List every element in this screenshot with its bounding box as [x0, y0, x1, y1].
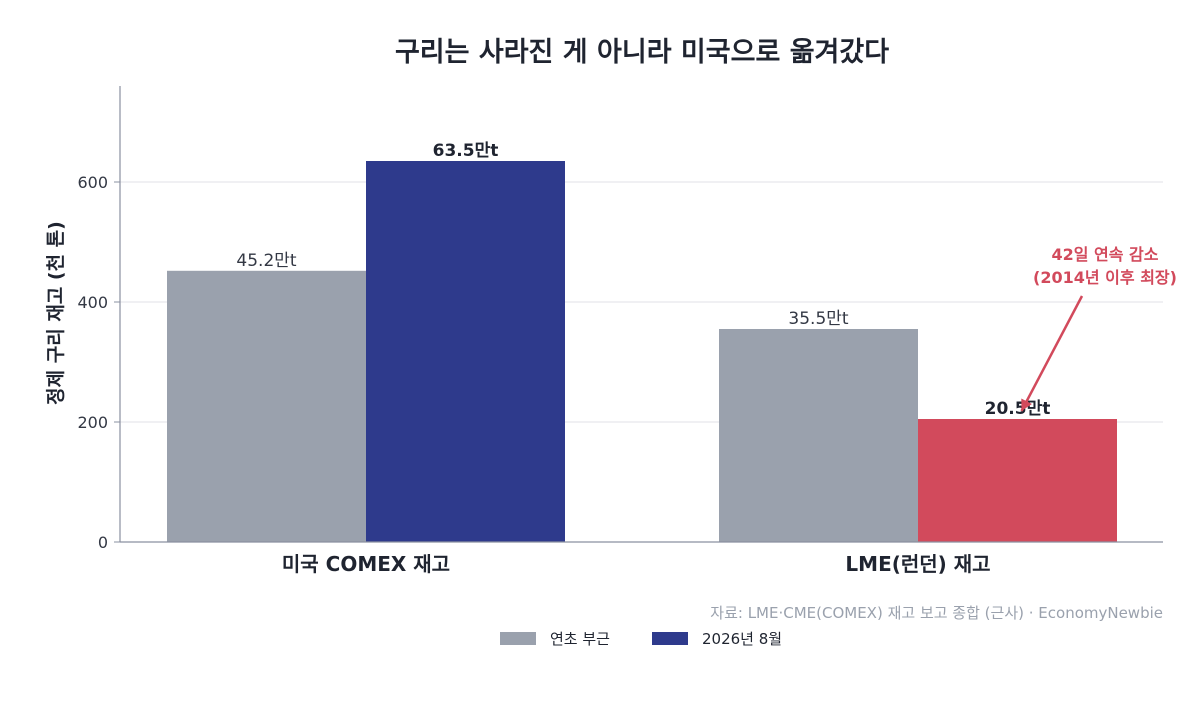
- legend-label-1: 2026년 8월: [702, 630, 782, 648]
- legend-label-0: 연초 부근: [550, 630, 610, 648]
- source-note: 자료: LME·CME(COMEX) 재고 보고 종합 (근사) · Econo…: [710, 604, 1163, 622]
- legend-swatch-0: [500, 632, 536, 645]
- chart-title: 구리는 사라진 게 아니라 미국으로 옮겨갔다: [395, 37, 889, 68]
- y-tick-label-600: 600: [77, 173, 108, 192]
- x-category-label-0: 미국 COMEX 재고: [282, 552, 450, 576]
- annotation: 42일 연속 감소 (2014년 이후 최장): [1020, 245, 1177, 412]
- bar-0-0: [167, 270, 366, 542]
- annotation-line-2: (2014년 이후 최장): [1033, 268, 1177, 287]
- bar-label-1-1: 20.5만t: [985, 399, 1051, 419]
- bars: [167, 161, 1117, 542]
- y-tick-label-0: 0: [98, 533, 108, 552]
- bar-0-1: [366, 161, 565, 542]
- y-tick-label-400: 400: [77, 293, 108, 312]
- y-axis-label: 정제 구리 재고 (천 톤): [45, 221, 67, 405]
- legend: 연초 부근 2026년 8월: [500, 630, 782, 648]
- annotation-arrowhead: [1021, 398, 1032, 411]
- bar-1-1: [918, 419, 1117, 542]
- y-tick-label-200: 200: [77, 413, 108, 432]
- bar-1-0: [719, 329, 918, 542]
- legend-swatch-1: [652, 632, 688, 645]
- x-category-label-1: LME(런던) 재고: [845, 552, 990, 576]
- bar-label-1-0: 35.5만t: [788, 309, 848, 329]
- data-labels: 45.2만t 35.5만t 63.5만t 20.5만t: [236, 141, 1050, 419]
- axes: 0 200 400 600 미국 COMEX 재고 LME(런던) 재고: [77, 86, 1163, 576]
- annotation-line-1: 42일 연속 감소: [1051, 245, 1158, 264]
- annotation-arrow: [1020, 295, 1084, 412]
- bar-label-0-1: 63.5만t: [433, 141, 499, 161]
- bar-label-0-0: 45.2만t: [236, 251, 296, 271]
